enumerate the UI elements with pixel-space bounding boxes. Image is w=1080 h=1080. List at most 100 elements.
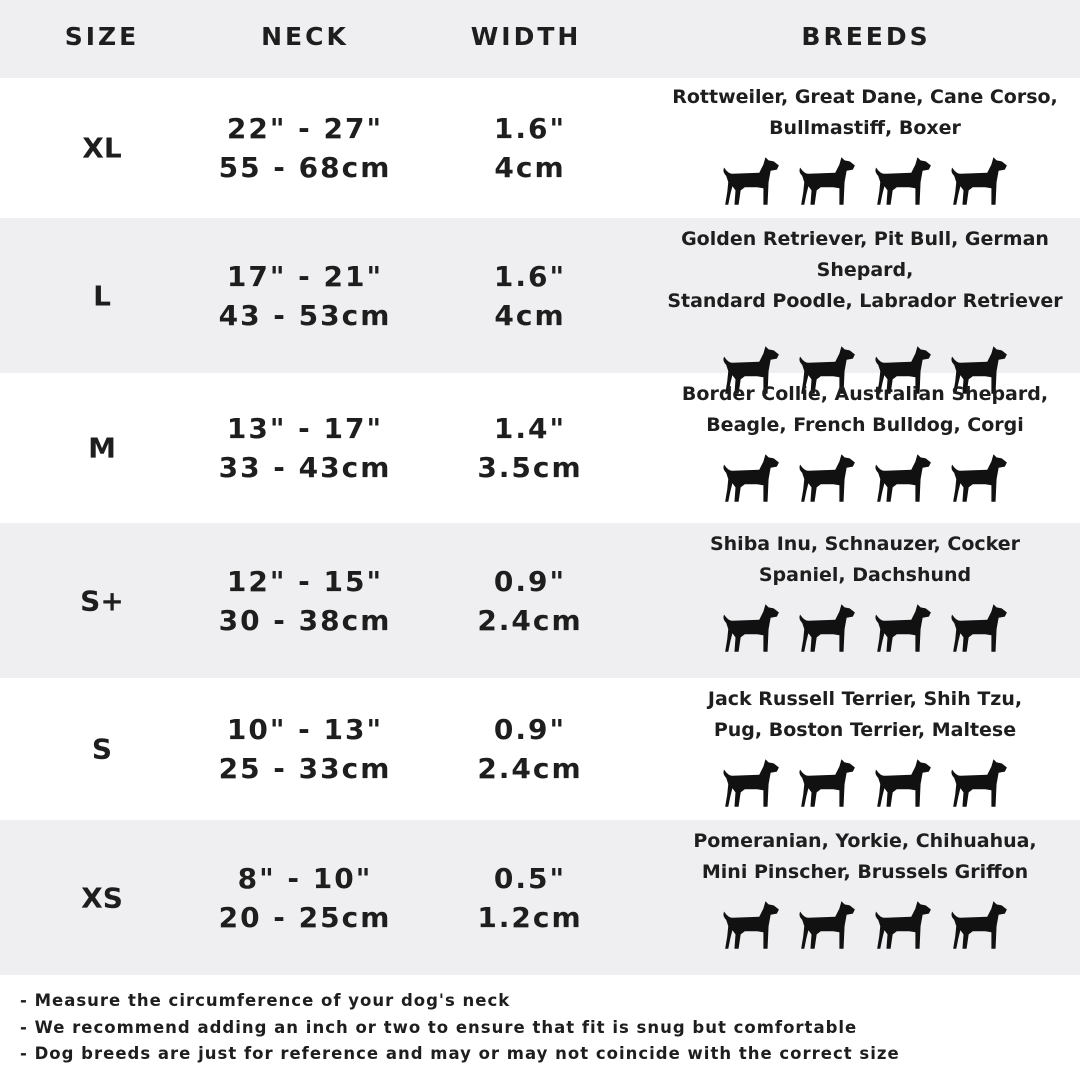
width-cm: 2.4cm — [477, 752, 583, 785]
neck-inches: 22" - 27" — [226, 112, 384, 145]
width-cm: 2.4cm — [477, 603, 583, 637]
labrador-icon — [799, 346, 855, 394]
breeds-cell: Shiba Inu, Schnauzer, Cocker Spaniel, Dac… — [630, 529, 1080, 657]
neck-measurement: 8" - 10" 20 - 25cm — [219, 859, 392, 937]
width-cm: 4cm — [494, 151, 566, 184]
header-width: WIDTH — [470, 22, 582, 51]
chihuahua-icon — [875, 901, 931, 949]
beagle-icon — [799, 454, 855, 502]
breed-icons — [630, 150, 1080, 210]
header-neck: NECK — [261, 22, 349, 51]
breeds-cell: Rottweiler, Great Dane, Cane Corso, Bullm… — [630, 82, 1080, 210]
breeds-text: Shiba Inu, Schnauzer, Cocker — [709, 533, 1021, 555]
width-inches: 0.9" — [493, 564, 567, 598]
shiba-inu-icon — [723, 604, 779, 652]
neck-measurement: 10" - 13" 25 - 33cm — [219, 710, 392, 788]
table-row: L 17" - 21" 43 - 53cm 1.6" 4cm Golden Retriev… — [0, 218, 1080, 394]
table-row: XL 22" - 27" 55 - 68cm 1.6" 4cm Rottweiler, G… — [0, 78, 1080, 218]
size-label: S+ — [80, 584, 124, 617]
breeds-text: Golden Retriever, Pit Bull, German Shepa… — [681, 228, 1049, 281]
corgi-icon — [951, 454, 1007, 502]
french-bulldog-icon — [875, 454, 931, 502]
neck-cm: 20 - 25cm — [218, 900, 392, 934]
breeds-text: Spaniel, Dachshund — [758, 564, 972, 586]
note: - Dog breeds are just for reference and … — [20, 1044, 900, 1063]
breeds-text: Rottweiler, Great Dane, Cane Corso, — [672, 86, 1058, 108]
dachshund-icon — [951, 604, 1007, 652]
breeds-text: Mini Pinscher, Brussels Griffon — [701, 861, 1029, 883]
table-row: M 13" - 17" 33 - 43cm 1.4" 3.5cm Border Colli… — [0, 373, 1080, 523]
neck-cm: 33 - 43cm — [218, 451, 392, 484]
neck-measurement: 17" - 21" 43 - 53cm — [219, 257, 392, 335]
breeds-cell: Golden Retriever, Pit Bull, German Shepa… — [630, 224, 1080, 399]
breed-icons — [630, 752, 1080, 812]
schnauzer-icon — [799, 604, 855, 652]
width-measurement: 1.4" 3.5cm — [477, 409, 582, 487]
breeds-cell: Jack Russell Terrier, Shih Tzu, Pug, Bost… — [630, 684, 1080, 812]
breed-icons — [630, 447, 1080, 507]
german-shepard-icon — [951, 346, 1007, 394]
width-inches: 0.9" — [493, 713, 567, 746]
size-label: L — [93, 279, 111, 312]
poodle-icon — [875, 346, 931, 394]
neck-cm: 43 - 53cm — [218, 298, 392, 332]
breeds-cell: Border Collie, Australian Shepard, Beagle… — [630, 379, 1080, 507]
table-row: XS 8" - 10" 20 - 25cm 0.5" 1.2cm Pomeranian, … — [0, 820, 1080, 975]
pomeranian-icon — [723, 901, 779, 949]
neck-measurement: 22" - 27" 55 - 68cm — [219, 109, 392, 187]
rottweiler-icon — [723, 157, 779, 205]
breeds-text: Standard Poodle, Labrador Retriever — [667, 290, 1063, 312]
border-collie-icon — [723, 454, 779, 502]
width-measurement: 1.6" 4cm — [494, 109, 566, 187]
breed-icons — [630, 339, 1080, 399]
breed-icons — [630, 894, 1080, 954]
breeds-text: Pug, Boston Terrier, Maltese — [713, 719, 1017, 741]
header-breeds: BREEDS — [801, 22, 931, 51]
neck-inches: 13" - 17" — [226, 412, 384, 445]
neck-cm: 30 - 38cm — [218, 603, 392, 637]
note: - We recommend adding an inch or two to … — [20, 1017, 858, 1037]
width-inches: 0.5" — [493, 861, 567, 895]
neck-inches: 10" - 13" — [226, 713, 384, 746]
width-cm: 3.5cm — [477, 451, 583, 484]
cane-corso-icon — [875, 157, 931, 205]
table-row: S+ 12" - 15" 30 - 38cm 0.9" 2.4cm Shiba Inu, … — [0, 523, 1080, 678]
breeds-text: Pomeranian, Yorkie, Chihuahua, — [693, 830, 1037, 852]
table-header: SIZE NECK WIDTH BREEDS — [0, 0, 1080, 78]
width-inches: 1.6" — [493, 259, 567, 293]
great-dane-icon — [799, 157, 855, 205]
yorkie-icon — [799, 901, 855, 949]
notes: - Measure the circumference of your dog'… — [20, 988, 900, 1068]
neck-measurement: 12" - 15" 30 - 38cm — [219, 562, 392, 640]
size-label: M — [88, 431, 116, 465]
width-cm: 4cm — [494, 298, 566, 332]
header-size: SIZE — [64, 22, 140, 51]
cocker-spaniel-icon — [875, 604, 931, 652]
maltese-icon — [951, 759, 1007, 807]
width-measurement: 1.6" 4cm — [494, 257, 566, 335]
table-row: S 10" - 13" 25 - 33cm 0.9" 2.4cm Jack Russell… — [0, 678, 1080, 820]
neck-inches: 17" - 21" — [226, 259, 384, 293]
neck-inches: 8" - 10" — [237, 861, 373, 895]
note: - Measure the circumference of your dog'… — [20, 991, 511, 1010]
width-measurement: 0.9" 2.4cm — [477, 710, 582, 788]
width-measurement: 0.9" 2.4cm — [477, 562, 582, 640]
width-inches: 1.4" — [493, 412, 567, 445]
neck-inches: 12" - 15" — [226, 564, 384, 598]
breeds-text: Jack Russell Terrier, Shih Tzu, — [707, 688, 1023, 710]
width-measurement: 0.5" 1.2cm — [477, 859, 582, 937]
breed-icons — [630, 597, 1080, 657]
bullmastiff-icon — [951, 157, 1007, 205]
size-label: XS — [81, 881, 123, 914]
shih-tzu-icon — [799, 759, 855, 807]
golden-retriever-icon — [723, 346, 779, 394]
size-label: S — [91, 732, 113, 766]
neck-cm: 25 - 33cm — [218, 752, 392, 785]
neck-measurement: 13" - 17" 33 - 43cm — [219, 409, 392, 487]
breeds-text: Bullmastiff, Boxer — [769, 117, 961, 139]
breeds-cell: Pomeranian, Yorkie, Chihuahua, Mini Pinsc… — [630, 826, 1080, 954]
size-label: XL — [82, 131, 122, 165]
breeds-text: Beagle, French Bulldog, Corgi — [706, 414, 1024, 436]
width-cm: 1.2cm — [477, 900, 583, 934]
neck-cm: 55 - 68cm — [218, 151, 392, 184]
